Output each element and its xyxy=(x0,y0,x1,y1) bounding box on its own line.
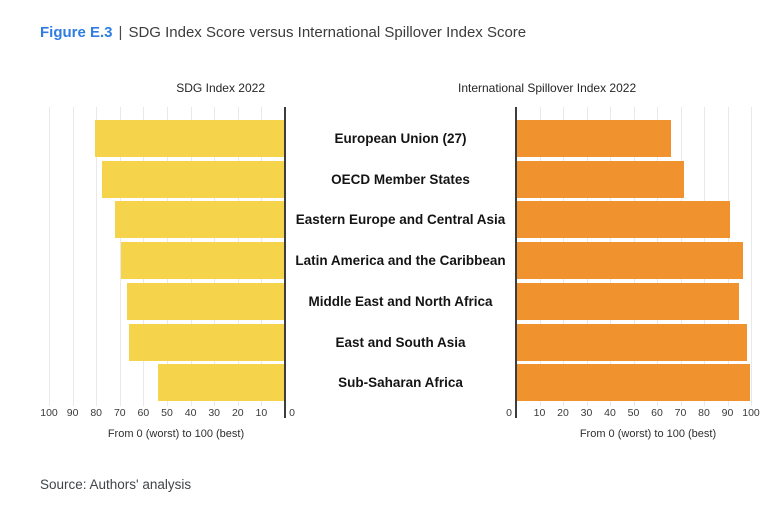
right-axis-caption: From 0 (worst) to 100 (best) xyxy=(579,428,717,440)
tick-label: 90 xyxy=(721,407,734,419)
tick-label: 90 xyxy=(66,407,79,419)
tick-label: 60 xyxy=(137,407,150,419)
left-axis-caption: From 0 (worst) to 100 (best) xyxy=(107,428,245,440)
tick-label: 40 xyxy=(184,407,197,419)
bar xyxy=(157,364,285,402)
bar xyxy=(95,120,285,157)
figure-heading: SDG Index Score versus International Spi… xyxy=(128,24,527,41)
bar xyxy=(129,323,285,361)
bar xyxy=(115,201,285,239)
left-zero-axis-line xyxy=(284,107,286,418)
category-label: East and South Asia xyxy=(335,334,466,350)
tick-label: 50 xyxy=(627,407,640,419)
tick-label: 30 xyxy=(208,407,221,419)
bar xyxy=(516,323,748,361)
gridline xyxy=(751,107,752,406)
right-plot-area xyxy=(516,107,752,406)
gridline xyxy=(96,107,98,406)
bar xyxy=(102,160,285,198)
bar xyxy=(516,201,730,239)
bar xyxy=(120,242,285,280)
bar xyxy=(516,160,685,198)
figure-separator: | xyxy=(118,24,123,41)
right-zero-axis-line xyxy=(515,107,517,418)
tick-label: 30 xyxy=(580,407,593,419)
gridline xyxy=(72,107,74,406)
bar xyxy=(516,242,743,280)
tick-label: 0 xyxy=(289,407,295,419)
gridline xyxy=(49,107,50,406)
category-label: OECD Member States xyxy=(331,171,470,187)
bar xyxy=(516,364,750,402)
figure-label: Figure E.3 xyxy=(40,24,113,41)
tick-label: 60 xyxy=(651,407,663,419)
tick-label: 50 xyxy=(161,407,173,419)
left-chart-title: SDG Index 2022 xyxy=(176,81,265,95)
bar xyxy=(516,282,740,320)
category-labels: European Union (27) OECD Member States Eas… xyxy=(285,107,516,406)
left-plot-area xyxy=(49,107,286,406)
right-chart-title: International Spillover Index 2022 xyxy=(458,81,637,95)
category-label: Sub-Saharan Africa xyxy=(338,375,463,391)
tick-label: 20 xyxy=(557,407,569,419)
bar xyxy=(126,282,285,320)
source-note: Source: Authors' analysis xyxy=(40,477,192,492)
category-label: Latin America and the Caribbean xyxy=(295,253,506,269)
tick-label: 0 xyxy=(506,407,512,419)
category-label: Middle East and North Africa xyxy=(308,293,493,309)
category-label: European Union (27) xyxy=(334,131,467,146)
tick-label: 100 xyxy=(40,407,58,419)
tick-label: 70 xyxy=(674,407,687,419)
tick-label: 20 xyxy=(231,407,244,419)
tick-label: 80 xyxy=(698,407,710,419)
tick-label: 70 xyxy=(113,407,126,419)
bar xyxy=(516,120,672,157)
category-label: Eastern Europe and Central Asia xyxy=(295,212,506,228)
tick-label: 10 xyxy=(533,407,546,419)
figure-title: Figure E.3 | SDG Index Score versus Intern… xyxy=(40,24,526,41)
tick-label: 100 xyxy=(742,407,760,419)
tick-label: 10 xyxy=(255,407,268,419)
axis-ticks-layer: 0 10 20 30 40 50 60 70 80 90 100 0 10 20 30 40 50 60 70 80 9… xyxy=(0,407,768,420)
tick-label: 40 xyxy=(604,407,616,419)
tick-label: 80 xyxy=(90,407,103,419)
gridline xyxy=(119,107,121,406)
